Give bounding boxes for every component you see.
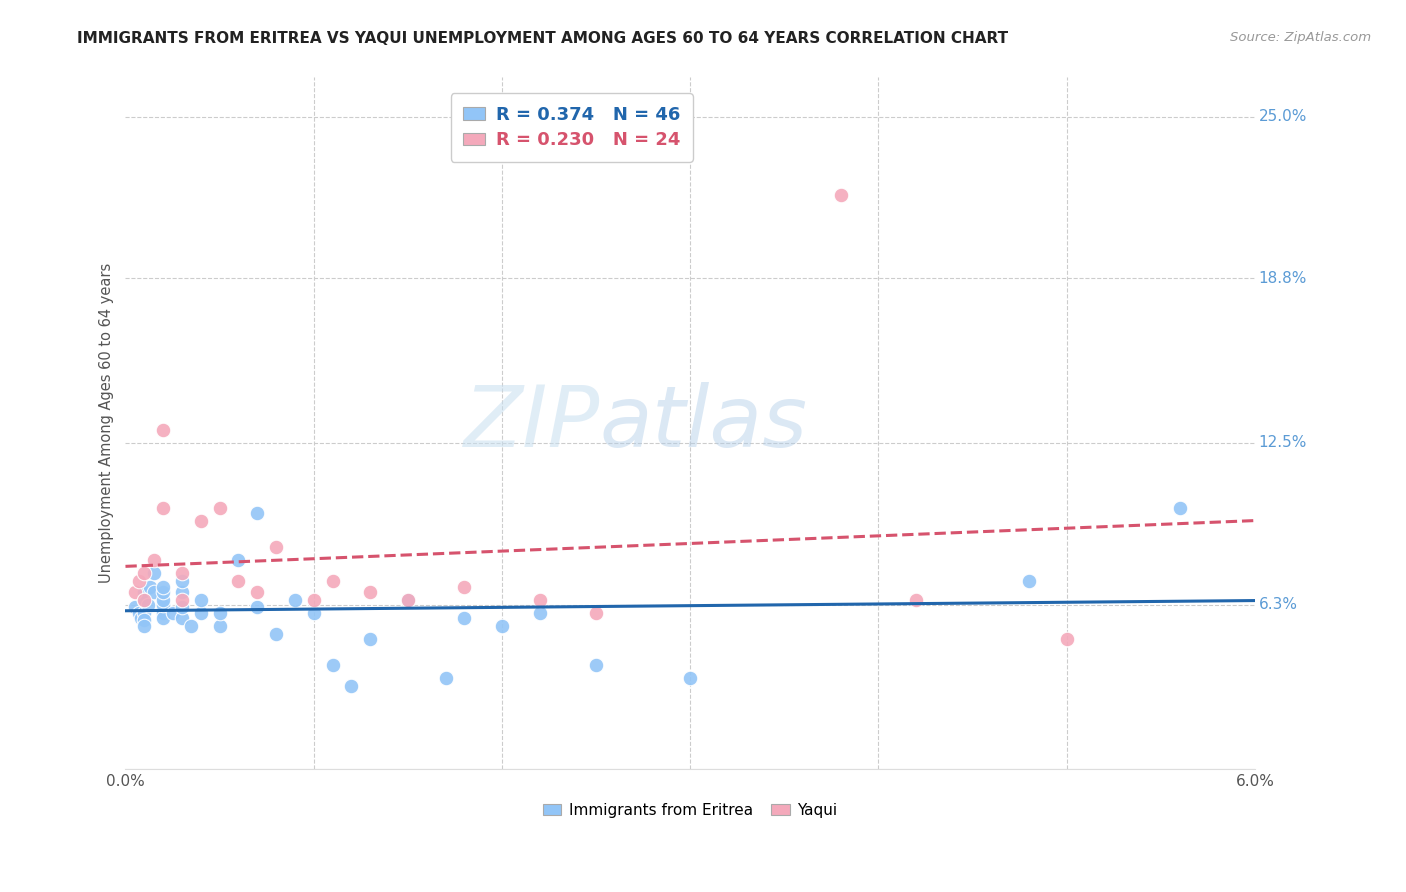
Point xyxy=(170,574,193,589)
Point xyxy=(170,611,193,625)
Point xyxy=(453,611,475,625)
Point xyxy=(529,606,551,620)
Point xyxy=(129,611,152,625)
Text: 25.0%: 25.0% xyxy=(1258,109,1306,124)
Point xyxy=(134,566,156,581)
Point xyxy=(162,606,184,620)
Point xyxy=(434,671,457,685)
Point xyxy=(152,423,174,437)
Point xyxy=(134,614,156,628)
Text: IMMIGRANTS FROM ERITREA VS YAQUI UNEMPLOYMENT AMONG AGES 60 TO 64 YEARS CORRELAT: IMMIGRANTS FROM ERITREA VS YAQUI UNEMPLO… xyxy=(77,31,1008,46)
Text: ZIP: ZIP xyxy=(464,382,600,465)
Text: 18.8%: 18.8% xyxy=(1258,271,1306,286)
Point xyxy=(136,598,159,612)
Point xyxy=(190,514,212,528)
Point xyxy=(830,188,852,202)
Point xyxy=(124,600,146,615)
Point xyxy=(134,606,156,620)
Point xyxy=(152,598,174,612)
Point xyxy=(152,606,174,620)
Point xyxy=(359,584,381,599)
Text: 12.5%: 12.5% xyxy=(1258,435,1306,450)
Point xyxy=(1168,501,1191,516)
Point xyxy=(128,574,150,589)
Point xyxy=(228,574,250,589)
Point xyxy=(228,553,250,567)
Point xyxy=(302,592,325,607)
Point xyxy=(142,566,165,581)
Point xyxy=(124,584,146,599)
Point xyxy=(142,553,165,567)
Text: Source: ZipAtlas.com: Source: ZipAtlas.com xyxy=(1230,31,1371,45)
Point xyxy=(208,618,231,632)
Point xyxy=(264,541,287,555)
Point xyxy=(246,584,269,599)
Point xyxy=(170,566,193,581)
Point xyxy=(1056,632,1078,646)
Point xyxy=(302,606,325,620)
Point xyxy=(208,606,231,620)
Point xyxy=(170,600,193,615)
Point xyxy=(208,501,231,516)
Point xyxy=(284,592,307,607)
Point xyxy=(529,592,551,607)
Point xyxy=(139,580,162,594)
Point xyxy=(152,584,174,599)
Point xyxy=(128,606,150,620)
Point xyxy=(190,592,212,607)
Point xyxy=(170,584,193,599)
Point xyxy=(142,584,165,599)
Point xyxy=(190,606,212,620)
Point xyxy=(585,606,607,620)
Point xyxy=(322,574,344,589)
Point xyxy=(134,592,156,607)
Point xyxy=(453,580,475,594)
Y-axis label: Unemployment Among Ages 60 to 64 years: Unemployment Among Ages 60 to 64 years xyxy=(100,263,114,583)
Point xyxy=(322,657,344,672)
Point xyxy=(1018,574,1040,589)
Point xyxy=(340,679,363,693)
Legend: Immigrants from Eritrea, Yaqui: Immigrants from Eritrea, Yaqui xyxy=(537,797,844,824)
Point xyxy=(264,626,287,640)
Point xyxy=(246,600,269,615)
Point xyxy=(134,584,156,599)
Text: atlas: atlas xyxy=(600,382,808,465)
Point xyxy=(246,507,269,521)
Point xyxy=(396,592,419,607)
Point xyxy=(359,632,381,646)
Point xyxy=(585,657,607,672)
Point xyxy=(152,580,174,594)
Point xyxy=(905,592,928,607)
Point xyxy=(152,501,174,516)
Point xyxy=(170,592,193,607)
Text: 6.3%: 6.3% xyxy=(1258,598,1298,612)
Point xyxy=(180,618,202,632)
Point xyxy=(134,618,156,632)
Point xyxy=(152,592,174,607)
Point xyxy=(152,611,174,625)
Point xyxy=(491,618,513,632)
Point xyxy=(396,592,419,607)
Point xyxy=(134,592,156,607)
Point xyxy=(679,671,702,685)
